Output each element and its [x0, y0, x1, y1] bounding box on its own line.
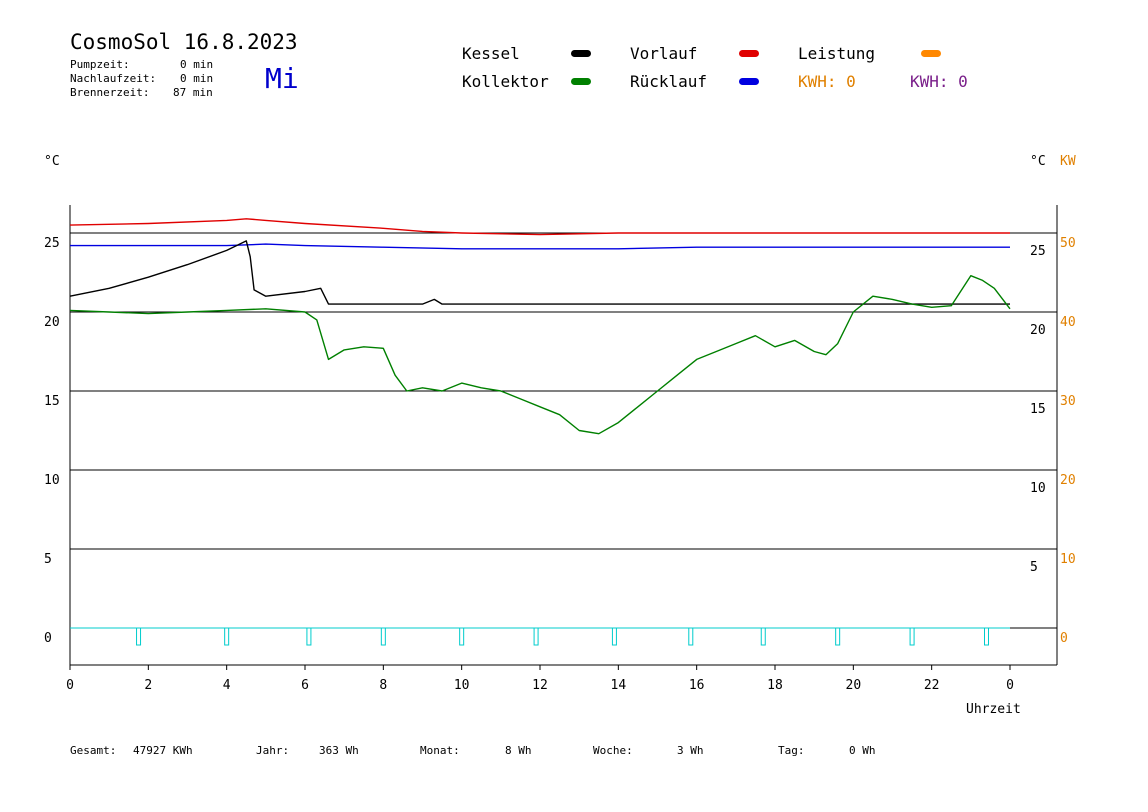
legend-vorlauf-label: Vorlauf [630, 44, 698, 63]
stat-pumpzeit-value: 0 min [180, 58, 214, 71]
stat-nachlaufzeit-label: Nachlaufzeit: [70, 72, 157, 85]
x-tick-label: 22 [924, 678, 940, 693]
y-tick-left: 25 [44, 236, 60, 251]
left-axis-unit: °C [44, 154, 60, 169]
stat-brennerzeit-value: 87 min [173, 86, 213, 99]
footer-woche-value: 3 Wh [677, 744, 704, 757]
series-rcklauf [70, 243, 1010, 250]
weekday: Mi [265, 62, 299, 95]
series-leistung-pulse [380, 627, 386, 646]
y-tick-right: 25 [1030, 244, 1046, 259]
y-tick-right: 5 [1030, 560, 1038, 575]
legend-kollektor-swatch [571, 78, 591, 85]
y-tick-right: 10 [1030, 481, 1046, 496]
y-tick-kw: 10 [1060, 552, 1076, 567]
y-tick-right: 20 [1030, 323, 1046, 338]
footer-woche-label: Woche: [593, 744, 633, 757]
y-tick-kw: 50 [1060, 236, 1076, 251]
x-tick-label: 0 [1006, 678, 1014, 693]
footer-monat-label: Monat: [420, 744, 460, 757]
legend-leistung-label: Leistung [798, 44, 876, 63]
series-leistung-pulse [835, 627, 841, 646]
y-tick-kw: 0 [1060, 631, 1068, 646]
x-tick-label: 12 [532, 678, 548, 693]
x-tick-label: 16 [689, 678, 705, 693]
series-leistung-pulse [533, 627, 539, 646]
series-leistung-pulse [306, 627, 312, 646]
x-tick-label: 20 [846, 678, 862, 693]
series-leistung-pulse [611, 627, 617, 646]
x-tick-label: 18 [767, 678, 783, 693]
series-leistung-pulse [136, 627, 142, 646]
y-tick-left: 10 [44, 473, 60, 488]
series-leistung-pulse [459, 627, 465, 646]
footer-jahr-value: 363 Wh [319, 744, 359, 757]
x-tick-label: 14 [611, 678, 627, 693]
legend-ruecklauf-label: Rücklauf [630, 72, 708, 91]
legend-kwh-purple: KWH: 0 [910, 72, 968, 91]
footer-tag-label: Tag: [778, 744, 805, 757]
x-tick-label: 4 [223, 678, 231, 693]
footer-gesamt-label: Gesamt: [70, 744, 117, 757]
y-tick-kw: 40 [1060, 315, 1076, 330]
legend-kessel-swatch [571, 50, 591, 57]
x-axis-label: Uhrzeit [966, 702, 1021, 717]
series-kessel [69, 240, 1010, 305]
footer-monat-value: 8 Wh [505, 744, 532, 757]
legend-kollektor-label: Kollektor [462, 72, 549, 91]
series-leistung-pulse [760, 627, 766, 646]
stat-brennerzeit-label: Brennerzeit: [70, 86, 150, 99]
y-tick-left: 20 [44, 315, 60, 330]
right-axis-unit: °C [1030, 154, 1046, 169]
series-vorlauf [69, 218, 1010, 236]
y-tick-left: 15 [44, 394, 60, 409]
series-leistung-pulse [984, 627, 989, 646]
y-tick-kw: 20 [1060, 473, 1076, 488]
y-tick-left: 5 [44, 552, 52, 567]
footer-gesamt-value: 47927 KWh [133, 744, 193, 757]
x-tick-label: 6 [301, 678, 309, 693]
series-leistung-pulse [224, 627, 230, 646]
legend-leistung-swatch [921, 50, 941, 57]
x-tick-label: 8 [379, 678, 387, 693]
right-axis-unit-kw: KW [1060, 154, 1076, 169]
series-leistung-pulse [909, 627, 915, 646]
series-kollektor [69, 275, 1011, 435]
y-tick-right: 15 [1030, 402, 1046, 417]
stat-pumpzeit-label: Pumpzeit: [70, 58, 130, 71]
legend-kwh-orange: KWH: 0 [798, 72, 856, 91]
footer-tag-value: 0 Wh [849, 744, 876, 757]
x-tick-label: 10 [454, 678, 470, 693]
y-tick-kw: 30 [1060, 394, 1076, 409]
legend-ruecklauf-swatch [739, 78, 759, 85]
footer-jahr-label: Jahr: [256, 744, 290, 757]
x-tick-label: 0 [66, 678, 74, 693]
y-tick-left: 0 [44, 631, 52, 646]
legend-vorlauf-swatch [739, 50, 759, 57]
legend-kessel-label: Kessel [462, 44, 520, 63]
chart-title: CosmoSol 16.8.2023 [70, 30, 298, 54]
series-leistung-pulse [688, 627, 694, 646]
x-tick-label: 2 [144, 678, 152, 693]
stat-nachlaufzeit-value: 0 min [180, 72, 214, 85]
